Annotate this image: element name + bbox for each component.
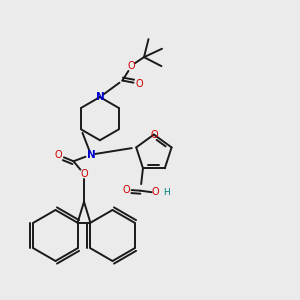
Text: N: N <box>95 92 104 102</box>
Text: N: N <box>86 150 95 160</box>
Text: O: O <box>122 185 130 195</box>
Text: O: O <box>128 61 135 71</box>
Text: H: H <box>163 188 170 197</box>
Text: O: O <box>150 130 158 140</box>
Text: O: O <box>80 169 88 179</box>
Text: O: O <box>152 187 159 197</box>
Text: O: O <box>55 150 62 160</box>
Text: O: O <box>135 79 143 88</box>
